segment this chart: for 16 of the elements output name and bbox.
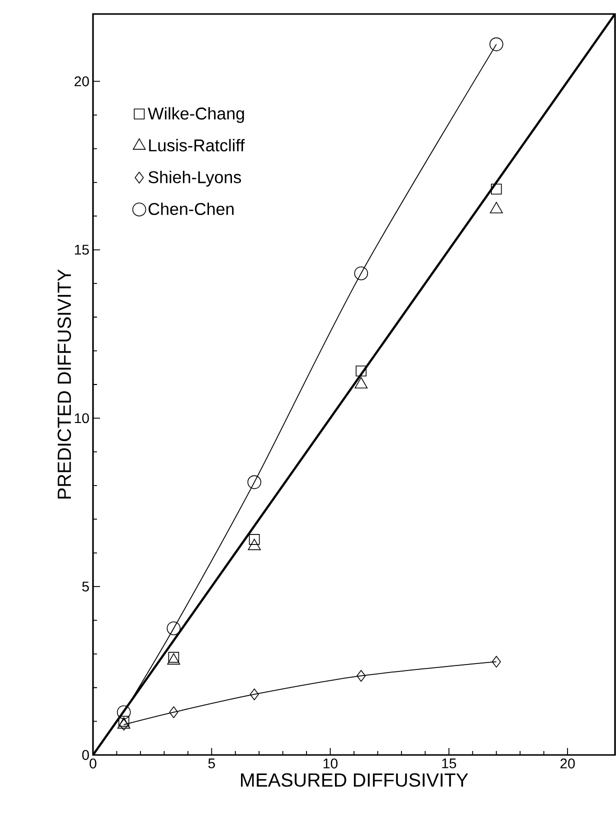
x-tick-label: 0 (90, 758, 96, 768)
legend-label: Lusis-Ratcliff (149, 138, 245, 152)
y-tick-label: 0 (82, 750, 89, 760)
y-tick-label: 20 (74, 76, 89, 86)
x-tick-label: 20 (560, 758, 575, 768)
x-tick-label: 5 (208, 758, 215, 768)
legend-label: Wilke-Chang (148, 107, 244, 123)
legend-label: Shieh-Lyons (148, 170, 241, 187)
x-tick-label: 10 (324, 758, 338, 768)
y-axis-title: PREDICTED DIFFUSIVITY (58, 269, 72, 499)
x-tick-label: 15 (442, 758, 456, 768)
y-tick-label: 15 (74, 244, 89, 255)
legend-label: Chen-Chen (148, 202, 234, 216)
y-tick-label: 5 (82, 582, 89, 592)
x-axis-title: MEASURED DIFFUSIVITY (241, 773, 468, 787)
y-tick-label: 10 (74, 413, 89, 424)
